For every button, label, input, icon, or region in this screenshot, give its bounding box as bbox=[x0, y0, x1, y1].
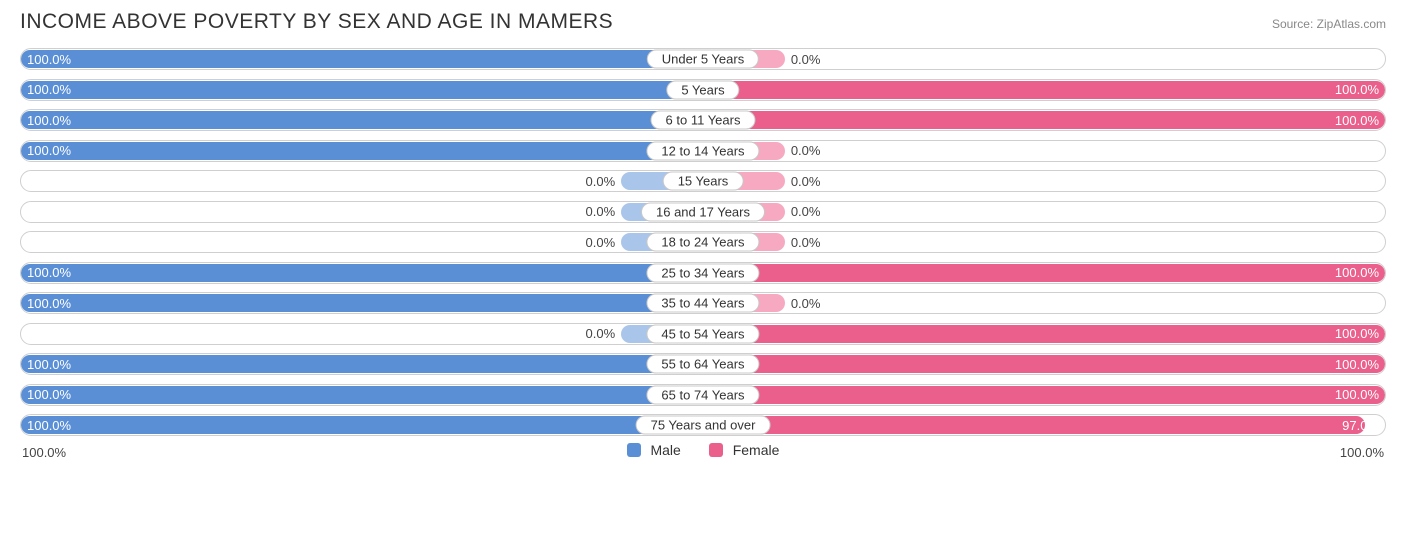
chart-row: 100.0% 100.0% 25 to 34 Years bbox=[20, 262, 1386, 284]
female-value: 0.0% bbox=[791, 141, 821, 161]
chart-rows: 100.0% 0.0% Under 5 Years 100.0% 100.0% 5 Yea… bbox=[20, 48, 1386, 436]
male-value: 0.0% bbox=[586, 324, 616, 344]
male-bar bbox=[21, 81, 703, 99]
male-bar bbox=[21, 142, 703, 160]
axis-left-label: 100.0% bbox=[22, 445, 66, 460]
male-value: 100.0% bbox=[27, 141, 71, 161]
category-label: 5 Years bbox=[666, 80, 739, 99]
chart-row: 0.0% 0.0% 15 Years bbox=[20, 170, 1386, 192]
male-value: 100.0% bbox=[27, 385, 71, 405]
male-value: 0.0% bbox=[586, 232, 616, 252]
category-label: 16 and 17 Years bbox=[641, 202, 765, 221]
female-bar bbox=[703, 386, 1385, 404]
female-bar bbox=[703, 81, 1385, 99]
chart-row: 0.0% 0.0% 18 to 24 Years bbox=[20, 231, 1386, 253]
legend-male-label: Male bbox=[650, 442, 680, 458]
chart-row: 100.0% 100.0% 55 to 64 Years bbox=[20, 353, 1386, 375]
chart-row: 100.0% 100.0% 65 to 74 Years bbox=[20, 384, 1386, 406]
chart-header: INCOME ABOVE POVERTY BY SEX AND AGE IN M… bbox=[20, 10, 1386, 34]
chart-source: Source: ZipAtlas.com bbox=[1272, 17, 1386, 31]
poverty-by-sex-age-chart: INCOME ABOVE POVERTY BY SEX AND AGE IN M… bbox=[0, 0, 1406, 466]
category-label: 65 to 74 Years bbox=[646, 385, 759, 404]
legend: Male Female bbox=[20, 442, 1386, 458]
category-label: 45 to 54 Years bbox=[646, 324, 759, 343]
category-label: 75 Years and over bbox=[636, 416, 771, 435]
category-label: 18 to 24 Years bbox=[646, 233, 759, 252]
chart-row: 100.0% 0.0% 12 to 14 Years bbox=[20, 140, 1386, 162]
male-value: 100.0% bbox=[27, 263, 71, 283]
male-value: 100.0% bbox=[27, 415, 71, 435]
male-bar bbox=[21, 386, 703, 404]
chart-row: 0.0% 0.0% 16 and 17 Years bbox=[20, 201, 1386, 223]
category-label: 12 to 14 Years bbox=[646, 141, 759, 160]
legend-female: Female bbox=[709, 442, 780, 458]
chart-row: 100.0% 0.0% Under 5 Years bbox=[20, 48, 1386, 70]
axis-right-label: 100.0% bbox=[1340, 445, 1384, 460]
male-value: 100.0% bbox=[27, 80, 71, 100]
male-bar bbox=[21, 355, 703, 373]
female-swatch-icon bbox=[709, 443, 723, 457]
male-value: 100.0% bbox=[27, 110, 71, 130]
male-value: 100.0% bbox=[27, 354, 71, 374]
male-bar bbox=[21, 416, 703, 434]
female-bar bbox=[703, 416, 1365, 434]
category-label: 25 to 34 Years bbox=[646, 263, 759, 282]
male-value: 0.0% bbox=[586, 171, 616, 191]
chart-row: 100.0% 97.0% 75 Years and over bbox=[20, 414, 1386, 436]
category-label: 55 to 64 Years bbox=[646, 355, 759, 374]
female-value: 0.0% bbox=[791, 293, 821, 313]
chart-row: 100.0% 100.0% 5 Years bbox=[20, 79, 1386, 101]
legend-female-label: Female bbox=[733, 442, 780, 458]
male-bar bbox=[21, 264, 703, 282]
female-bar bbox=[703, 355, 1385, 373]
female-value: 100.0% bbox=[1335, 324, 1379, 344]
chart-row: 0.0% 100.0% 45 to 54 Years bbox=[20, 323, 1386, 345]
male-bar bbox=[21, 294, 703, 312]
female-bar bbox=[703, 325, 1385, 343]
female-value: 0.0% bbox=[791, 49, 821, 69]
male-value: 100.0% bbox=[27, 49, 71, 69]
male-swatch-icon bbox=[627, 443, 641, 457]
female-value: 0.0% bbox=[791, 171, 821, 191]
female-value: 100.0% bbox=[1335, 354, 1379, 374]
female-bar bbox=[703, 111, 1385, 129]
chart-title: INCOME ABOVE POVERTY BY SEX AND AGE IN M… bbox=[20, 10, 613, 34]
category-label: Under 5 Years bbox=[647, 50, 759, 69]
category-label: 35 to 44 Years bbox=[646, 294, 759, 313]
female-value: 100.0% bbox=[1335, 385, 1379, 405]
category-label: 15 Years bbox=[663, 172, 744, 191]
male-value: 0.0% bbox=[586, 202, 616, 222]
category-label: 6 to 11 Years bbox=[651, 111, 756, 130]
male-bar bbox=[21, 50, 703, 68]
chart-row: 100.0% 0.0% 35 to 44 Years bbox=[20, 292, 1386, 314]
female-value: 100.0% bbox=[1335, 80, 1379, 100]
female-value: 100.0% bbox=[1335, 110, 1379, 130]
male-value: 100.0% bbox=[27, 293, 71, 313]
female-value: 0.0% bbox=[791, 232, 821, 252]
female-value: 97.0% bbox=[1342, 415, 1379, 435]
chart-row: 100.0% 100.0% 6 to 11 Years bbox=[20, 109, 1386, 131]
legend-male: Male bbox=[627, 442, 681, 458]
female-value: 100.0% bbox=[1335, 263, 1379, 283]
female-bar bbox=[703, 264, 1385, 282]
female-value: 0.0% bbox=[791, 202, 821, 222]
male-bar bbox=[21, 111, 703, 129]
